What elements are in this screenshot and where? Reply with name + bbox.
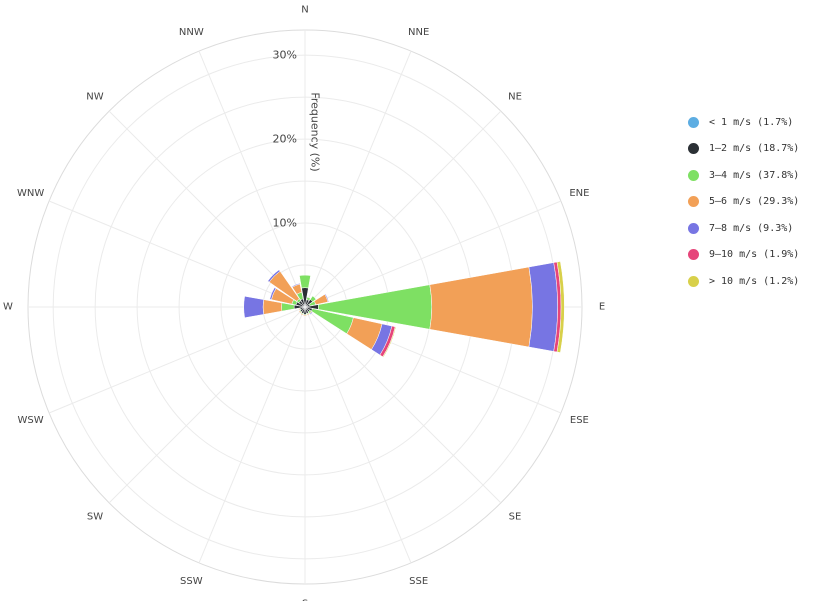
legend-swatch bbox=[688, 169, 699, 181]
direction-label-wsw: WSW bbox=[18, 415, 44, 426]
bar-wsw-series-4[interactable] bbox=[298, 307, 301, 311]
legend-label: > 10 m/s (1.2%) bbox=[709, 275, 800, 287]
legend-item[interactable]: > 10 m/s (1.2%) bbox=[688, 268, 823, 295]
direction-label-ssw: SSW bbox=[180, 576, 203, 587]
legend-label: 5–6 m/s (29.3%) bbox=[709, 196, 800, 208]
legend-swatch bbox=[688, 143, 699, 155]
legend-label: 9–10 m/s (1.9%) bbox=[709, 249, 800, 261]
grid-spoke bbox=[304, 200, 562, 308]
bar-ne-series-3[interactable] bbox=[309, 295, 317, 303]
direction-label-ne: NE bbox=[508, 91, 522, 102]
legend-swatch bbox=[688, 275, 699, 287]
legend-swatch bbox=[688, 116, 699, 128]
legend-item[interactable]: < 1 m/s (1.7%) bbox=[688, 109, 823, 136]
direction-label-s: S bbox=[302, 599, 308, 601]
direction-label-se: SE bbox=[509, 512, 522, 523]
labels-group: N NNE NE ENE E ESE SE SSE S SSW SW WSW W WNW NW NNW 10% 2… bbox=[3, 5, 605, 601]
direction-label-nw: NW bbox=[86, 91, 103, 102]
radial-tick-label: 30% bbox=[273, 49, 297, 62]
radial-tick-label: 10% bbox=[273, 217, 297, 230]
legend-label: 1–2 m/s (18.7%) bbox=[709, 143, 800, 155]
legend-swatch bbox=[688, 222, 699, 234]
bar-ssw-series-4[interactable] bbox=[300, 313, 304, 316]
legend: < 1 m/s (1.7%) 1–2 m/s (18.7%) 3–4 m/s (37… bbox=[688, 109, 823, 295]
legend-label: 7–8 m/s (9.3%) bbox=[709, 222, 794, 234]
bar-se-series-5[interactable] bbox=[309, 311, 313, 315]
grid-spoke bbox=[48, 306, 306, 414]
legend-item[interactable]: 1–2 m/s (18.7%) bbox=[688, 136, 823, 163]
bar-ene-series-5[interactable] bbox=[324, 293, 330, 303]
grid-spoke bbox=[304, 110, 502, 308]
bar-s-series-4[interactable] bbox=[303, 314, 307, 317]
legend-item[interactable]: 9–10 m/s (1.9%) bbox=[688, 242, 823, 269]
bar-w-series-5[interactable] bbox=[243, 295, 264, 319]
bar-e-series-7[interactable] bbox=[556, 261, 565, 353]
legend-swatch bbox=[688, 196, 699, 208]
bar-e-series-5[interactable] bbox=[528, 262, 558, 352]
bar-wnw-series-5[interactable] bbox=[269, 287, 277, 300]
legend-item[interactable]: 7–8 m/s (9.3%) bbox=[688, 215, 823, 242]
direction-label-sse: SSE bbox=[409, 576, 428, 587]
direction-label-sw: SW bbox=[87, 512, 103, 523]
grid-spoke bbox=[198, 306, 306, 564]
direction-label-nne: NNE bbox=[408, 27, 429, 38]
bars-group bbox=[243, 261, 565, 358]
legend-item[interactable]: 3–4 m/s (37.8%) bbox=[688, 162, 823, 189]
bar-sw-series-4[interactable] bbox=[298, 310, 302, 314]
bar-sse-series-4[interactable] bbox=[306, 313, 310, 316]
bar-nw-series-5[interactable] bbox=[267, 269, 281, 283]
direction-label-ese: ESE bbox=[570, 415, 589, 426]
legend-item[interactable]: 5–6 m/s (29.3%) bbox=[688, 189, 823, 216]
grid-spoke bbox=[304, 50, 412, 308]
grid-spoke bbox=[108, 306, 306, 504]
direction-label-ene: ENE bbox=[569, 188, 589, 199]
grid-spoke bbox=[48, 200, 306, 308]
grid-spoke bbox=[108, 110, 306, 308]
legend-label: 3–4 m/s (37.8%) bbox=[709, 169, 800, 181]
direction-label-w: W bbox=[3, 302, 13, 313]
direction-label-n: N bbox=[301, 5, 308, 16]
radial-axis-title: Frequency (%) bbox=[309, 92, 322, 171]
legend-swatch bbox=[688, 249, 699, 261]
direction-label-nnw: NNW bbox=[179, 27, 204, 38]
grid-spoke bbox=[304, 306, 412, 564]
bar-nnw-series-5[interactable] bbox=[291, 282, 301, 288]
grid-spoke bbox=[198, 50, 306, 308]
bar-n-series-3[interactable] bbox=[299, 274, 311, 289]
bar-nne-series-3[interactable] bbox=[306, 296, 311, 301]
direction-label-wnw: WNW bbox=[17, 188, 44, 199]
grid-spoke bbox=[304, 306, 502, 504]
radial-tick-label: 20% bbox=[273, 133, 297, 146]
bar-ese-series-7[interactable] bbox=[382, 326, 397, 358]
direction-label-e: E bbox=[599, 302, 605, 313]
legend-label: < 1 m/s (1.7%) bbox=[709, 116, 794, 128]
